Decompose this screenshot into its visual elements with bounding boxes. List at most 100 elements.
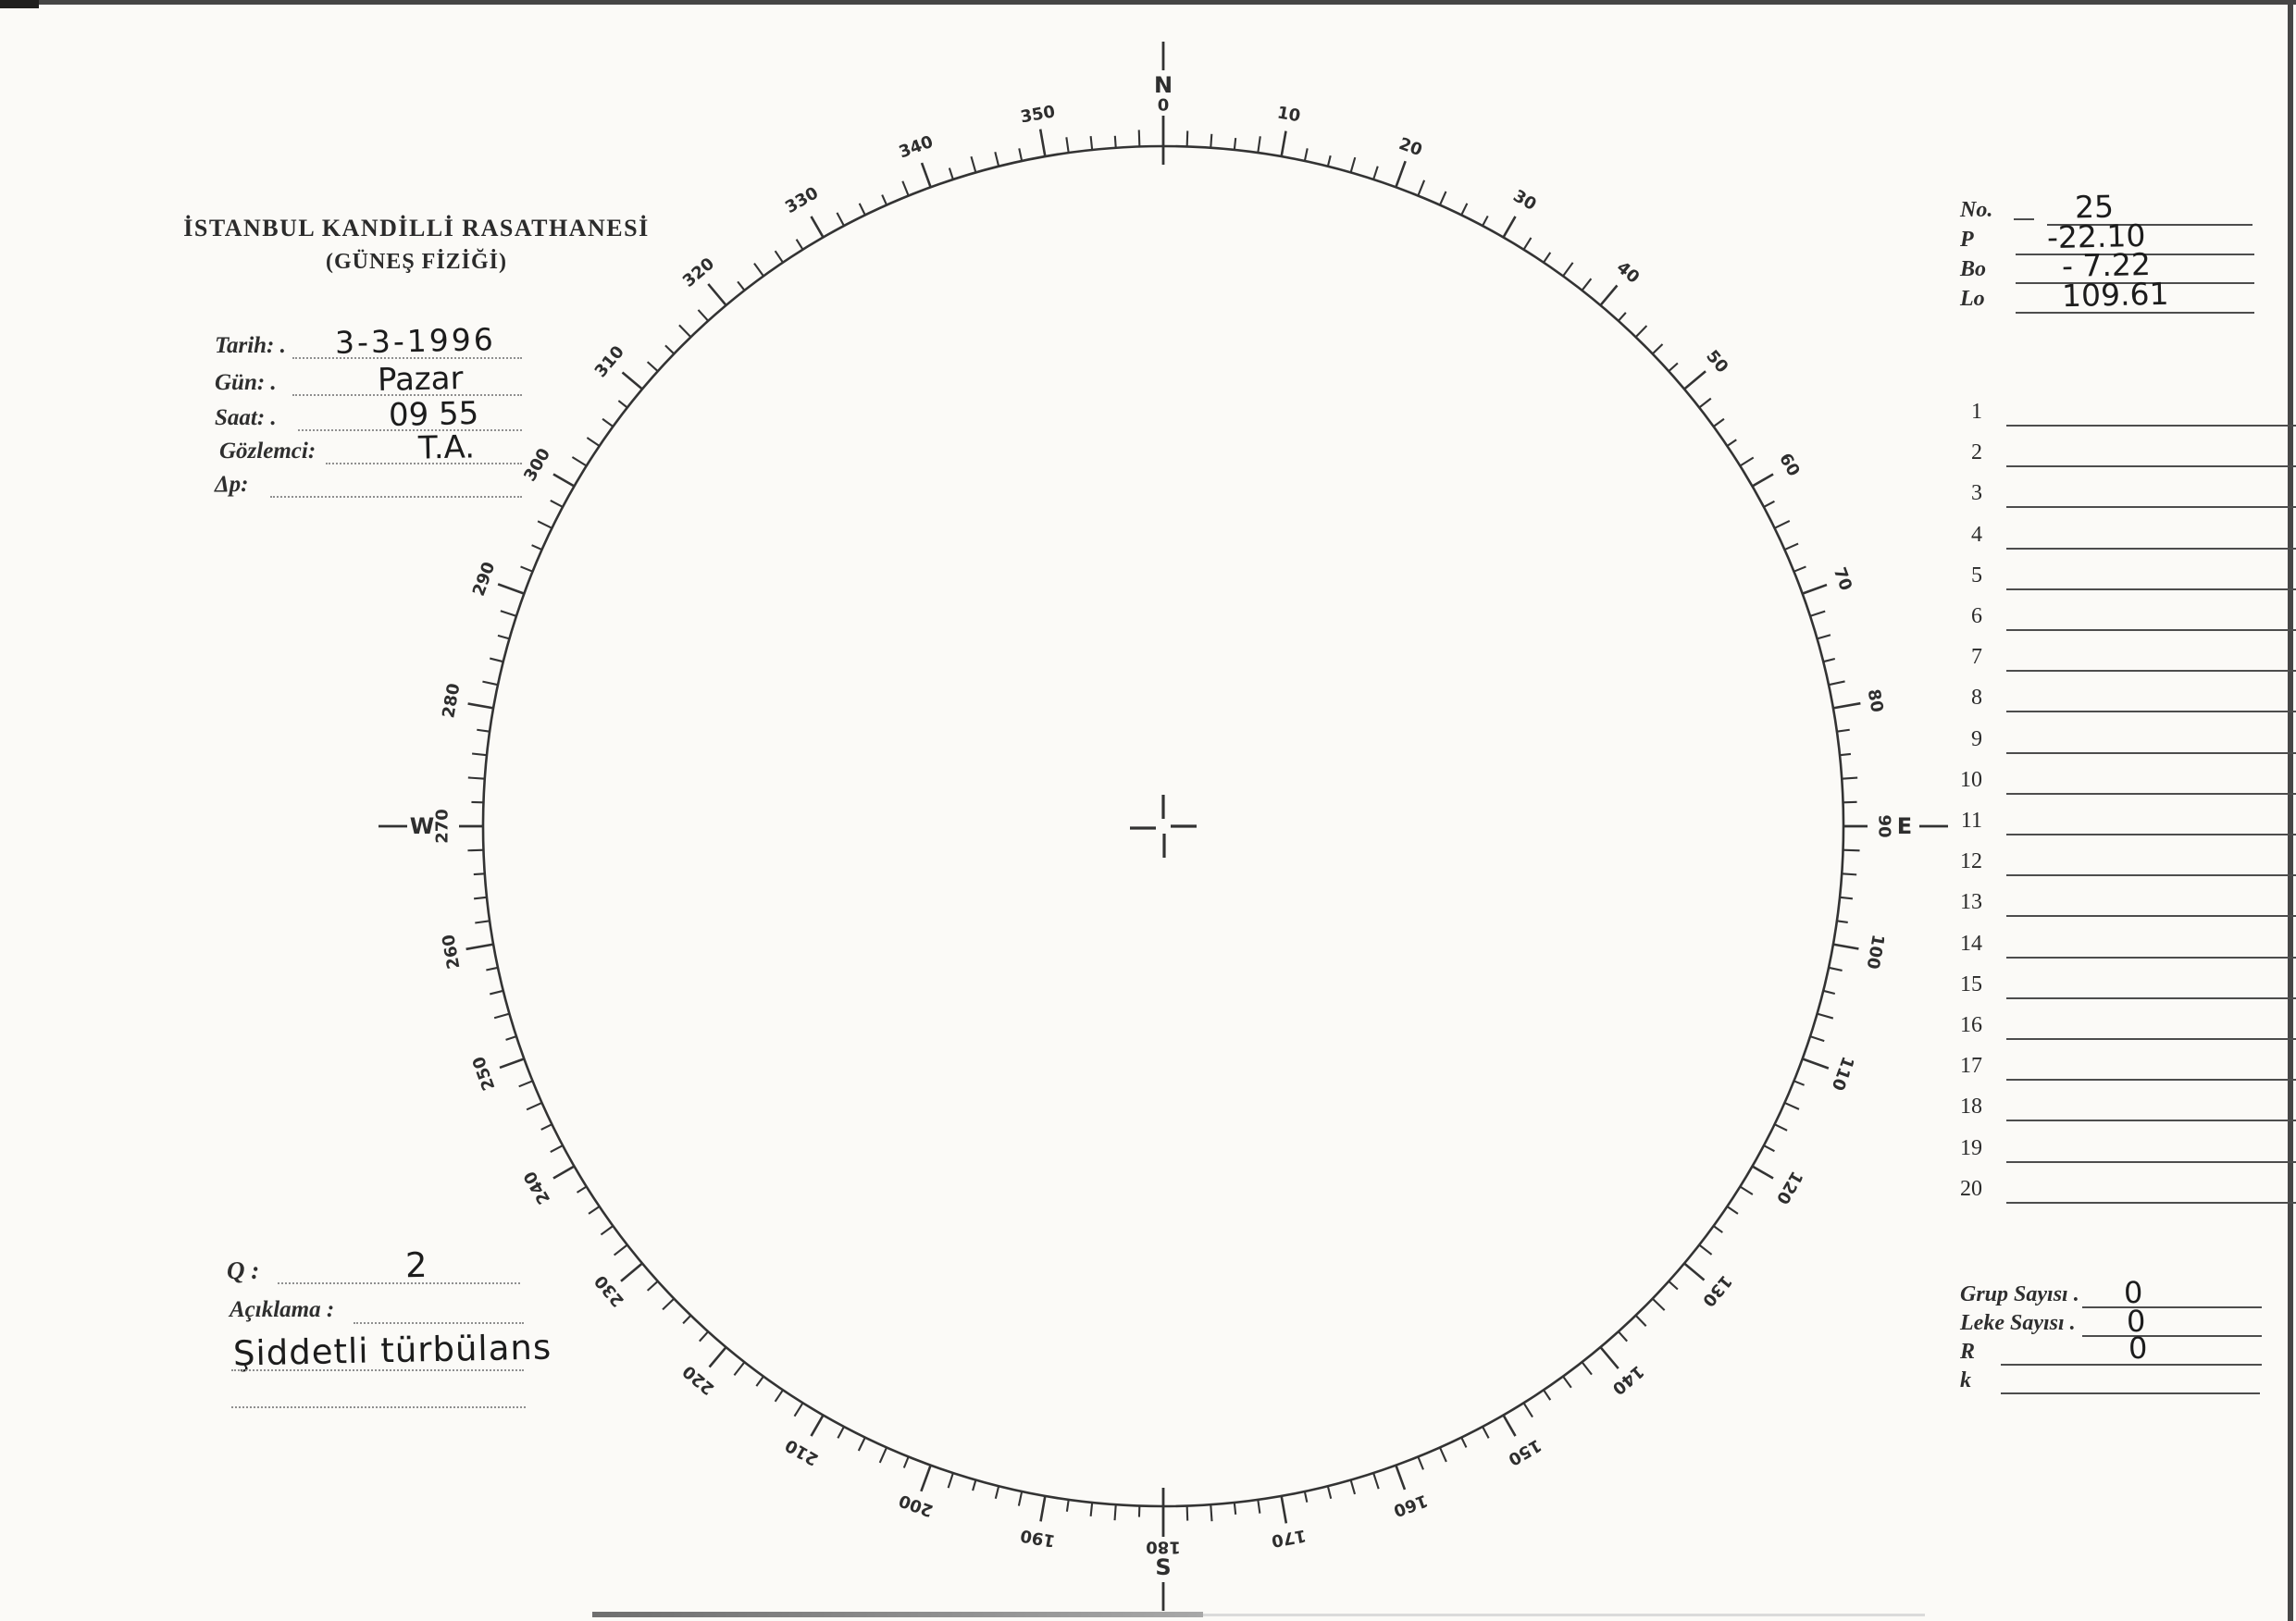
degree-tick (600, 1225, 614, 1236)
degree-tick (467, 776, 485, 780)
degree-tick (1668, 362, 1679, 372)
degree-tick (646, 361, 659, 372)
degree-tick (1842, 872, 1857, 876)
group-list-line (2006, 1079, 2296, 1082)
degree-label: 340 (897, 132, 936, 163)
degree-tick (1739, 1185, 1754, 1195)
degree-tick (1502, 1414, 1517, 1437)
degree-tick (1039, 1495, 1047, 1522)
degree-label: 270 (433, 809, 453, 844)
degree-tick (1668, 1281, 1679, 1291)
degree-tick (857, 1437, 866, 1452)
degree-tick (490, 657, 504, 663)
degree-tick (586, 437, 601, 447)
degree-tick (1280, 1495, 1288, 1524)
degree-tick (837, 1426, 845, 1439)
group-list-line (2006, 547, 2296, 550)
group-list-number: 6 (1971, 604, 1982, 628)
degree-label: 160 (1391, 1491, 1430, 1521)
degree-tick (947, 1472, 954, 1489)
field-line-saat (298, 429, 522, 431)
group-list-row: 2 (1925, 440, 2296, 481)
group-list-row: 7 (1925, 645, 2296, 686)
degree-tick (707, 283, 727, 306)
degree-tick (552, 1165, 576, 1180)
degree-tick (1784, 542, 1799, 551)
ephemeris-label-lo: Lo (1960, 287, 1985, 311)
count-label-grup: Grup Sayısı . (1960, 1282, 2079, 1306)
degree-label: 60 (1775, 450, 1804, 479)
field-label-gozlemci: Gözlemci: (219, 439, 316, 464)
degree-tick (737, 280, 746, 291)
group-list-number: 16 (1960, 1013, 1982, 1037)
group-list-row: 4 (1925, 523, 2296, 563)
degree-tick (1303, 1491, 1309, 1503)
group-list-row: 20 (1925, 1177, 2296, 1218)
degree-tick (1460, 1437, 1468, 1448)
degree-tick (1832, 701, 1861, 710)
degree-label: 280 (439, 682, 464, 720)
group-list-number: 15 (1960, 971, 1982, 996)
degree-label: 130 (1698, 1271, 1735, 1310)
degree-tick (1599, 1346, 1620, 1369)
scan-bottom-edge-light (1203, 1614, 1925, 1616)
degree-label: 310 (591, 342, 628, 381)
degree-tick (1522, 1402, 1533, 1418)
cardinal-letter: E (1897, 813, 1912, 839)
degree-tick (1751, 473, 1774, 488)
degree-label: 180 (1146, 1538, 1181, 1557)
group-list-row: 19 (1925, 1136, 2296, 1177)
degree-tick (678, 324, 692, 339)
degree-tick (1828, 680, 1845, 687)
degree-tick (467, 848, 484, 852)
group-list-row: 11 (1925, 809, 2296, 849)
degree-label: 260 (439, 933, 464, 971)
count-line-leke (2082, 1335, 2262, 1337)
remark-line-1 (231, 1369, 524, 1371)
degree-tick (1543, 252, 1552, 264)
group-list-number: 13 (1960, 890, 1982, 915)
group-list-number: 2 (1971, 440, 1982, 465)
group-list-number: 7 (1971, 645, 1982, 670)
degree-tick (646, 1281, 659, 1292)
degree-tick (1089, 135, 1094, 151)
scan-bottom-edge (592, 1612, 1203, 1617)
degree-tick (490, 989, 504, 996)
degree-tick (1726, 1206, 1739, 1215)
degree-tick (497, 634, 510, 640)
degree-tick (1763, 500, 1775, 508)
group-list-line (2006, 425, 2296, 427)
degree-label: 0 (1158, 96, 1170, 116)
degree-tick (1774, 1123, 1788, 1132)
degree-tick (664, 344, 676, 355)
group-list-row: 9 (1925, 727, 2296, 768)
remark-line-2 (231, 1406, 526, 1408)
n-cardinal-marker: N (1154, 42, 1173, 165)
degree-tick (1581, 1361, 1593, 1376)
degree-label: 250 (469, 1054, 500, 1093)
group-list-line (2006, 711, 2296, 713)
scan-right-edge (2288, 0, 2293, 1621)
degree-tick (1438, 191, 1447, 205)
group-list-number: 11 (1960, 809, 1982, 833)
degree-tick (1018, 148, 1024, 162)
aciklama-line (354, 1322, 524, 1324)
group-list-line (2006, 834, 2296, 835)
count-line-k (2001, 1392, 2260, 1394)
degree-label: 90 (1875, 814, 1894, 837)
degree-tick (878, 1447, 888, 1464)
degree-label: 40 (1613, 258, 1644, 288)
degree-tick (1372, 166, 1379, 180)
degree-label: 30 (1509, 186, 1539, 215)
degree-tick (550, 499, 564, 508)
degree-tick (1634, 325, 1648, 339)
degree-tick (972, 1479, 977, 1491)
group-list: 1 2 3 4 5 6 7 8 9 10 11 12 13 14 15 16 17 18 19 20 (1925, 400, 2296, 1232)
degree-tick (858, 203, 866, 216)
group-list-line (2006, 874, 2296, 877)
degree-tick (620, 1262, 643, 1282)
degree-label: 290 (469, 560, 500, 599)
degree-tick (1395, 1465, 1407, 1491)
group-list-number: 12 (1960, 849, 1982, 874)
group-list-line (2006, 1160, 2296, 1163)
